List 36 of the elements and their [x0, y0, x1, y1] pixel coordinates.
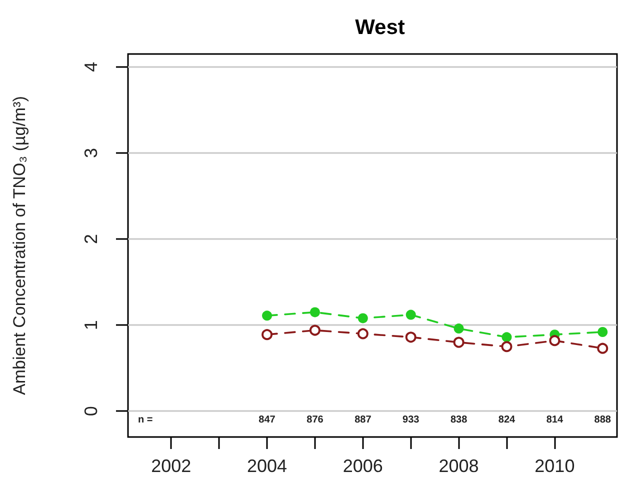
point	[454, 324, 464, 334]
x-tick-label: 2008	[438, 456, 479, 476]
point	[309, 324, 320, 336]
annotation: 876	[306, 414, 324, 426]
point	[502, 332, 512, 342]
y-tick-label: 2	[81, 234, 101, 244]
point	[597, 342, 608, 354]
x-tick-label: 2002	[151, 456, 192, 476]
annotation: 933	[402, 414, 420, 426]
y-tick-label: 3	[81, 148, 101, 158]
point	[549, 335, 560, 346]
chart-title: West	[355, 16, 405, 39]
annotation: 887	[354, 414, 372, 426]
annotation: 888	[594, 414, 612, 426]
point	[310, 307, 320, 318]
point	[357, 328, 368, 340]
x-tick-label: 2004	[247, 456, 288, 476]
point	[501, 341, 512, 352]
x-tick-label: 2006	[342, 456, 383, 476]
point	[262, 310, 272, 321]
annotation: 814	[546, 414, 564, 426]
point	[358, 313, 368, 324]
annotation: 847	[258, 414, 276, 426]
annotation: n =	[138, 414, 153, 426]
point	[453, 336, 464, 348]
point	[262, 329, 273, 340]
x-tick-label: 2010	[534, 456, 575, 476]
point	[406, 310, 416, 320]
y-tick-label: 4	[81, 62, 101, 72]
point	[598, 327, 608, 337]
y-axis-title: Ambient Concentration of TNO₃ (µg/m³)	[10, 96, 29, 395]
annotation: 838	[450, 414, 468, 426]
point	[405, 332, 416, 343]
annotation: 824	[498, 414, 516, 426]
y-tick-label: 0	[81, 406, 101, 416]
y-tick-label: 1	[81, 320, 101, 330]
